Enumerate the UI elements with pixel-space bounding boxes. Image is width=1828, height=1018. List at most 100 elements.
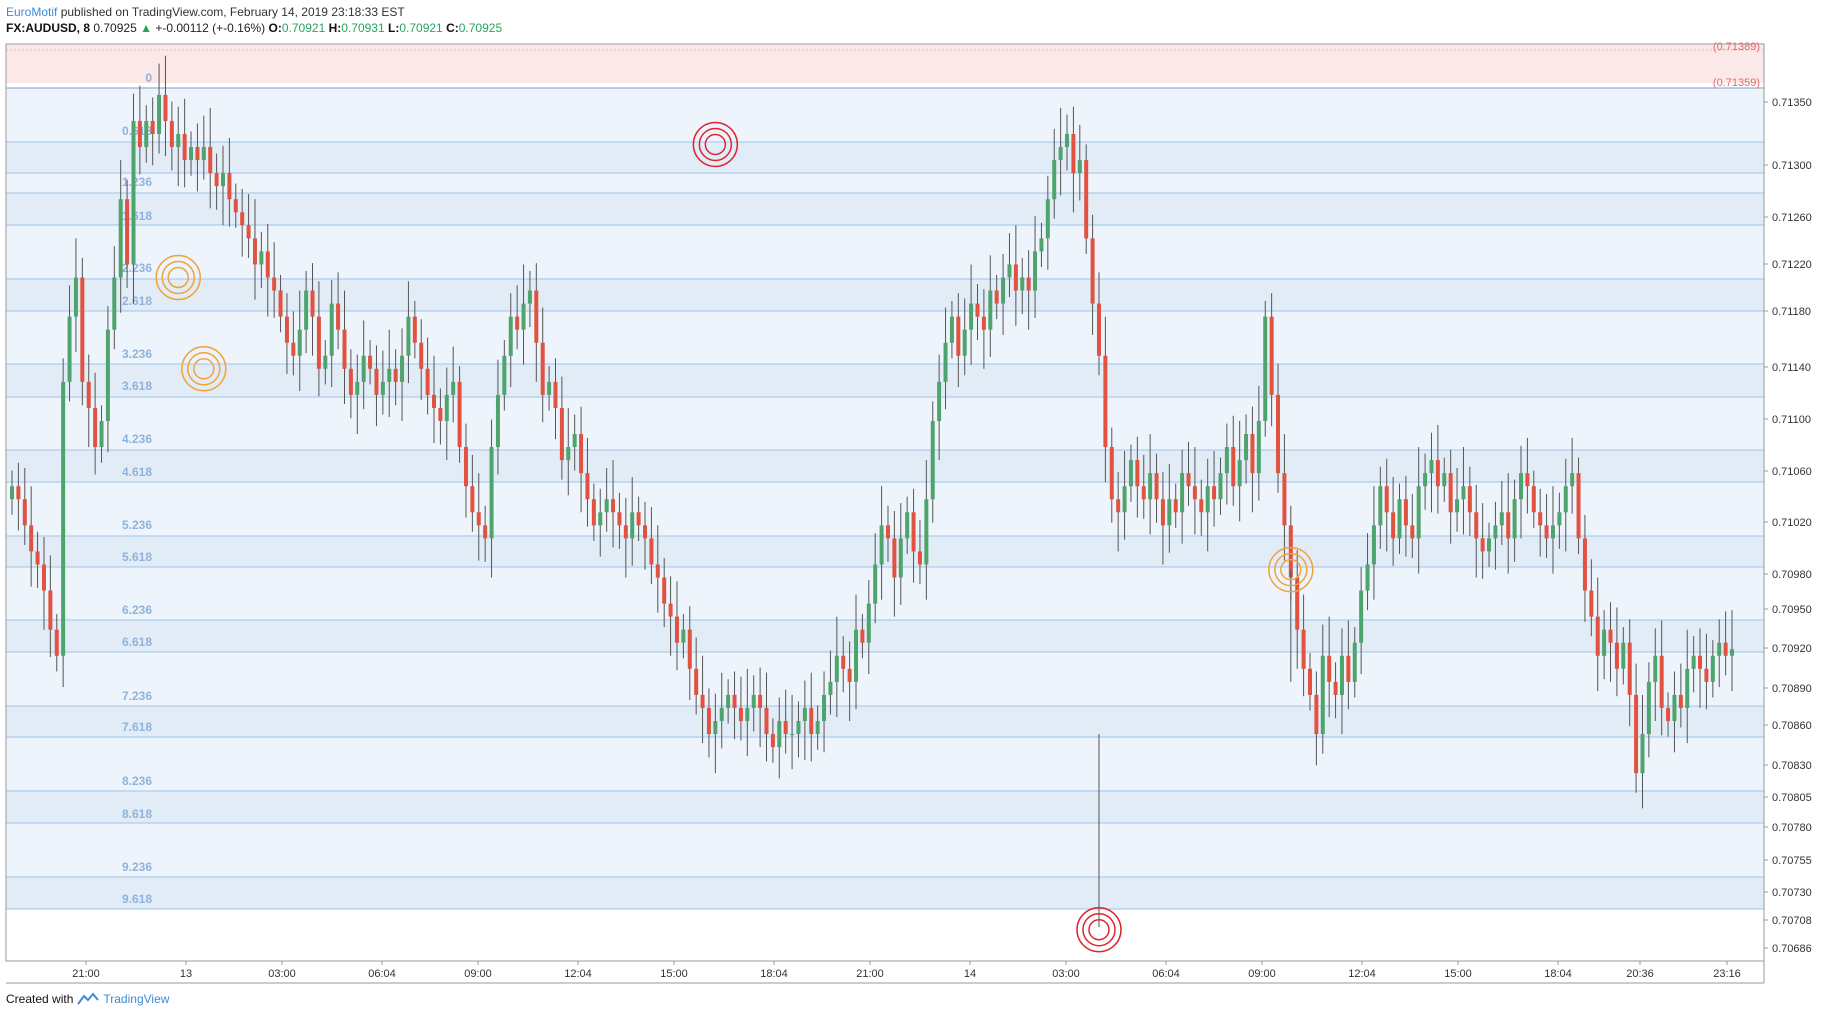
candle: [1077, 124, 1082, 201]
marker-ring: [1076, 906, 1122, 953]
candle-body: [336, 303, 341, 330]
candle: [1403, 475, 1408, 557]
candle: [1339, 628, 1344, 735]
price-tick-label: 0.71100: [1772, 414, 1811, 426]
candle-body: [994, 290, 999, 304]
price-tick-label: 0.70950: [1772, 604, 1812, 616]
candle: [112, 246, 117, 350]
candle-body: [924, 499, 929, 565]
candle-body: [1506, 512, 1511, 539]
candle: [163, 55, 168, 157]
candle: [885, 505, 890, 562]
candle: [655, 525, 660, 613]
candle: [29, 486, 34, 587]
marker-ring: [1280, 558, 1302, 581]
fib-band: [6, 482, 1764, 536]
candle-body: [380, 381, 385, 395]
candle-body: [1269, 316, 1274, 395]
candle: [1678, 663, 1683, 728]
candle-body: [1250, 434, 1255, 474]
candle-body: [917, 551, 922, 565]
candle-body: [1128, 460, 1133, 487]
orange-target-marker: [155, 254, 201, 301]
candle-body: [1704, 668, 1709, 682]
candle: [617, 492, 622, 549]
candle-body: [828, 681, 833, 695]
author-link[interactable]: EuroMotif: [6, 5, 58, 19]
candle-body: [1538, 512, 1543, 526]
candle: [1429, 432, 1434, 513]
candle-body: [1416, 486, 1421, 539]
time-tick-label: 03:00: [268, 968, 296, 980]
candle: [1685, 629, 1690, 744]
candle-body: [432, 394, 437, 408]
candle-body: [1224, 447, 1229, 474]
candle-body: [1276, 394, 1281, 474]
fib-level-label: 5.618: [122, 550, 152, 564]
candle: [1570, 437, 1575, 514]
candle-body: [956, 316, 961, 356]
candle: [726, 679, 731, 724]
candle: [860, 614, 865, 659]
candle-body: [1646, 681, 1651, 735]
candle-body: [1474, 512, 1479, 539]
candle: [1314, 671, 1319, 766]
candle-body: [834, 655, 839, 682]
fib-band: [6, 397, 1764, 450]
tradingview-brand[interactable]: TradingView: [103, 992, 170, 1006]
candle-body: [1212, 486, 1217, 500]
open-value: 0.70921: [281, 21, 326, 35]
candle: [1653, 628, 1658, 721]
candle-body: [854, 629, 859, 682]
time-tick-label: 14: [964, 968, 976, 980]
candle-body: [1512, 499, 1517, 539]
candle: [674, 581, 679, 671]
candle-body: [1307, 668, 1312, 695]
candle-body: [1007, 264, 1012, 278]
candle-body: [1435, 460, 1440, 487]
fib-level-label: 6.618: [122, 635, 152, 649]
candle-body: [598, 512, 603, 526]
top-price-label: (0.71389): [1713, 41, 1760, 53]
candle: [1698, 628, 1703, 708]
candle: [1001, 254, 1006, 335]
candle: [1723, 611, 1728, 676]
candle: [189, 131, 194, 176]
candle: [924, 460, 929, 600]
candle: [1352, 627, 1357, 698]
candle-body: [1045, 199, 1050, 239]
candles: [10, 55, 1734, 928]
candle-body: [681, 629, 686, 643]
candle-body: [1013, 264, 1018, 291]
candle: [201, 115, 206, 180]
candle-body: [1634, 694, 1639, 774]
candle-body: [1467, 486, 1472, 513]
candle-body: [1659, 655, 1664, 708]
candle-body: [1071, 134, 1076, 174]
candle: [604, 467, 609, 532]
candle-body: [1173, 499, 1178, 513]
price-tick-label: 0.70980: [1772, 569, 1812, 581]
candle: [687, 606, 692, 701]
candle: [451, 346, 456, 423]
candle-body: [981, 316, 986, 330]
candle: [259, 231, 264, 288]
candle-body: [515, 316, 520, 330]
candle: [981, 289, 986, 369]
time-tick-label: 12:04: [564, 968, 592, 980]
candle-body: [29, 525, 34, 552]
candle-body: [770, 734, 775, 748]
candle-body: [617, 512, 622, 526]
candle-body: [1295, 577, 1300, 630]
time-tick-label: 20:36: [1626, 968, 1654, 980]
candle: [495, 359, 500, 475]
candle: [374, 345, 379, 427]
candle-body: [751, 694, 756, 708]
candle-body: [700, 694, 705, 708]
time-tick-label: 23:16: [1713, 968, 1741, 980]
fib-level-label: 2.618: [122, 294, 152, 308]
candle: [1205, 458, 1210, 552]
candle-body: [137, 120, 142, 148]
candle-body: [1148, 473, 1153, 500]
